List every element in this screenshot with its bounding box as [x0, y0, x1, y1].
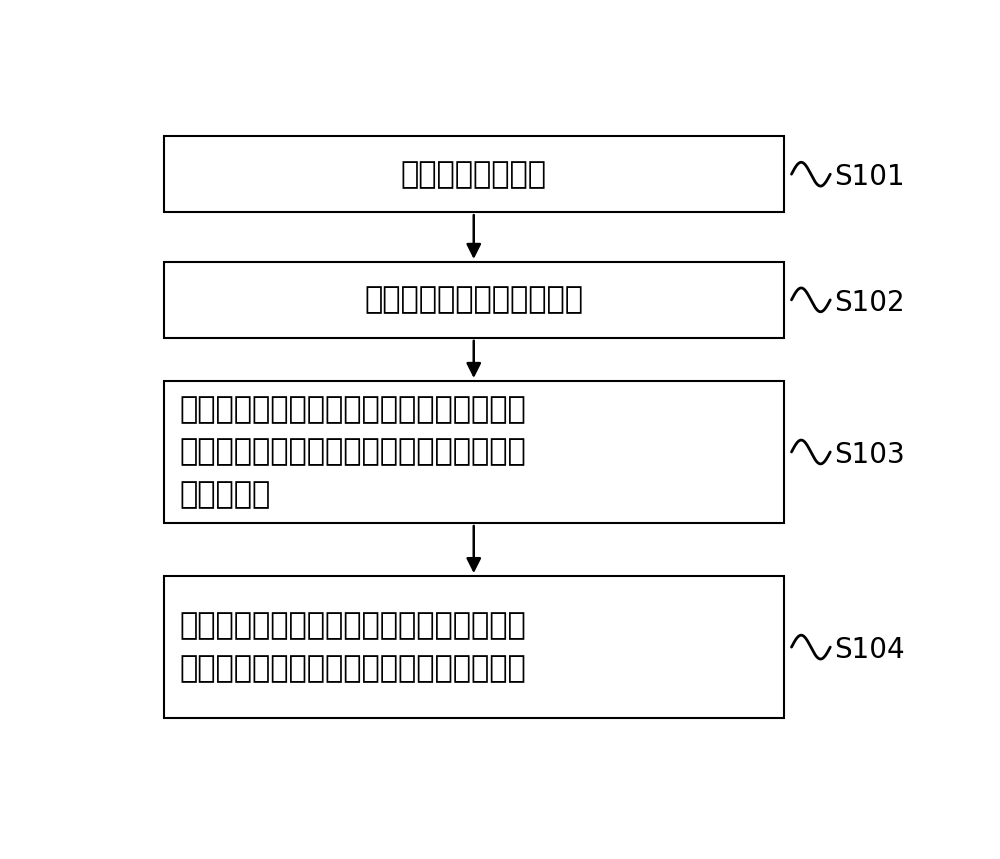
Bar — [164, 137, 784, 212]
Text: 将室外环境信息和外管温度信息输入神经网
络模型进行计算，判断是否需要控制空调进
入化霜模式: 将室外环境信息和外管温度信息输入神经网 络模型进行计算，判断是否需要控制空调进 … — [179, 394, 526, 509]
Text: S104: S104 — [834, 637, 905, 664]
Text: S102: S102 — [834, 289, 905, 317]
Bar — [164, 381, 784, 523]
Text: 获取冷凝器的外管温度信息: 获取冷凝器的外管温度信息 — [364, 285, 583, 314]
Bar — [164, 262, 784, 338]
Bar — [164, 576, 784, 718]
Text: S103: S103 — [834, 442, 905, 469]
Text: S101: S101 — [834, 163, 905, 192]
Text: 若需要控制空调进入化霜模式，依据神经网
络模型输出的化霜时长对空调进行化霜控制: 若需要控制空调进入化霜模式，依据神经网 络模型输出的化霜时长对空调进行化霜控制 — [179, 612, 526, 683]
Text: 获取室外环境信息: 获取室外环境信息 — [401, 160, 547, 189]
